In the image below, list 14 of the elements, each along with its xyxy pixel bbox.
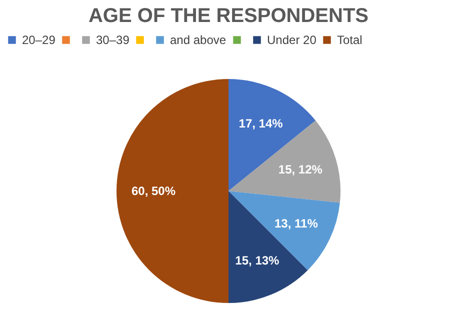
legend-label: Under 20 bbox=[267, 33, 317, 47]
data-label: 60, 50% bbox=[131, 184, 176, 198]
data-label: 15, 12% bbox=[278, 162, 323, 177]
legend-label: Total bbox=[337, 33, 362, 47]
data-label: 13, 11% bbox=[274, 216, 318, 230]
chart-title: AGE OF THE RESPONDENTS bbox=[88, 5, 369, 27]
pie-slice bbox=[116, 79, 228, 303]
data-label: 15, 13% bbox=[235, 253, 280, 268]
legend-label: 20–29 bbox=[22, 33, 56, 47]
pie-slice bbox=[228, 191, 340, 270]
pie-slice bbox=[228, 120, 340, 203]
data-label: 17, 14% bbox=[238, 116, 284, 130]
legend-label: and above bbox=[170, 33, 226, 47]
legend-label: 30–39 bbox=[96, 33, 130, 47]
